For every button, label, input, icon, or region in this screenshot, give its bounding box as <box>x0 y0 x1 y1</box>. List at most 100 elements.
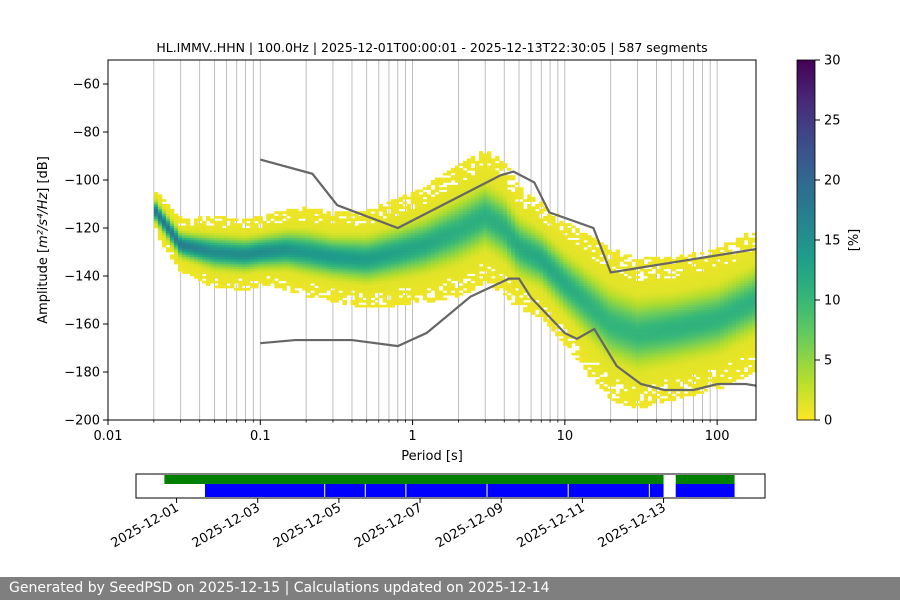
heatmap-cell <box>535 283 540 286</box>
heatmap-cell <box>595 302 600 306</box>
heatmap-cell <box>354 213 359 217</box>
heatmap-cell <box>611 280 616 284</box>
heatmap-cell <box>370 261 376 265</box>
heatmap-cell <box>543 285 548 289</box>
heatmap-cell <box>218 285 223 289</box>
heatmap-cell <box>615 280 620 284</box>
heatmap-cell <box>322 232 327 236</box>
heatmap-cell <box>354 271 359 274</box>
heatmap-cell <box>470 182 476 186</box>
heatmap-cell <box>414 280 420 284</box>
heatmap-cell <box>210 264 215 267</box>
heatmap-cell <box>290 218 295 222</box>
heatmap-cell <box>250 271 255 274</box>
heatmap-cell <box>643 321 649 325</box>
heatmap-cell <box>619 348 624 351</box>
heatmap-cell <box>398 297 404 301</box>
heatmap-cell <box>334 223 339 226</box>
heatmap-cell <box>169 240 175 243</box>
heatmap-cell <box>222 268 227 272</box>
heatmap-cell <box>579 321 584 325</box>
heatmap-cell <box>165 213 171 217</box>
heatmap-cell <box>422 220 428 224</box>
heatmap-cell <box>466 261 472 265</box>
heatmap-cell <box>302 254 307 258</box>
heatmap-cell <box>270 244 275 248</box>
heatmap-cell <box>382 292 388 296</box>
heatmap-cell <box>579 343 584 346</box>
heatmap-cell <box>503 163 508 166</box>
heatmap-cell <box>298 242 303 246</box>
heatmap-cell <box>438 266 444 270</box>
heatmap-cell <box>539 266 544 270</box>
heatmap-cell <box>270 278 275 282</box>
heatmap-cell <box>470 254 476 258</box>
heatmap-cell <box>334 292 339 296</box>
heatmap-cell <box>366 230 372 234</box>
heatmap-cell <box>298 259 303 262</box>
heatmap-cell <box>314 271 319 274</box>
heatmap-cell <box>559 280 564 284</box>
heatmap-cell <box>266 223 271 226</box>
heatmap-cell <box>374 302 380 306</box>
heatmap-cell <box>543 247 548 250</box>
heatmap-cell <box>274 285 279 289</box>
heatmap-cell <box>466 220 472 224</box>
heatmap-cell <box>462 290 468 294</box>
heatmap-cell <box>495 252 500 255</box>
heatmap-cell <box>181 218 187 222</box>
heatmap-cell <box>218 266 223 270</box>
heatmap-cell <box>394 206 400 210</box>
heatmap-cell <box>647 393 653 397</box>
heatmap-cell <box>462 170 468 174</box>
heatmap-cell <box>426 290 432 294</box>
heatmap-cell <box>382 304 388 308</box>
heatmap-cell <box>499 237 504 241</box>
heatmap-cell <box>531 254 536 258</box>
heatmap-cell <box>214 268 219 272</box>
heatmap-cell <box>567 254 572 258</box>
heatmap-cell <box>631 326 636 330</box>
heatmap-cell <box>310 295 315 298</box>
heatmap-cell <box>222 216 227 219</box>
heatmap-cell <box>242 261 247 265</box>
heatmap-cell <box>165 247 171 250</box>
heatmap-cell <box>394 285 400 289</box>
heatmap-cell <box>559 271 564 274</box>
heatmap-cell <box>519 244 524 248</box>
heatmap-cell <box>523 244 528 248</box>
heatmap-cell <box>358 280 363 284</box>
heatmap-cell <box>398 283 404 286</box>
heatmap-cell <box>382 295 388 298</box>
heatmap-cell <box>210 271 215 274</box>
heatmap-cell <box>274 280 279 284</box>
heatmap-cell <box>527 278 532 282</box>
heatmap-cell <box>495 172 500 176</box>
heatmap-cell <box>575 302 580 306</box>
heatmap-cell <box>442 242 448 246</box>
heatmap-cell <box>571 252 576 255</box>
heatmap-cell <box>230 247 235 250</box>
heatmap-cell <box>635 355 640 358</box>
heatmap-cell <box>302 252 307 255</box>
heatmap-cell <box>422 242 428 246</box>
heatmap-cell <box>563 230 568 234</box>
heatmap-cell <box>246 268 251 272</box>
heatmap-cell <box>587 304 592 308</box>
heatmap-cell <box>462 187 468 190</box>
heatmap-cell <box>599 273 604 277</box>
heatmap-cell <box>515 292 520 296</box>
heatmap-cell <box>563 228 568 231</box>
heatmap-cell <box>491 240 496 243</box>
heatmap-cell <box>479 225 484 229</box>
heatmap-cell <box>607 288 612 291</box>
heatmap-cell <box>262 240 267 243</box>
heatmap-cell <box>470 266 476 270</box>
heatmap-cell <box>515 208 520 212</box>
heatmap-cell <box>639 283 644 286</box>
heatmap-cell <box>519 237 524 241</box>
heatmap-cell <box>426 232 432 236</box>
heatmap-cell <box>470 244 476 248</box>
heatmap-cell <box>294 213 299 217</box>
heatmap-cell <box>591 247 596 250</box>
